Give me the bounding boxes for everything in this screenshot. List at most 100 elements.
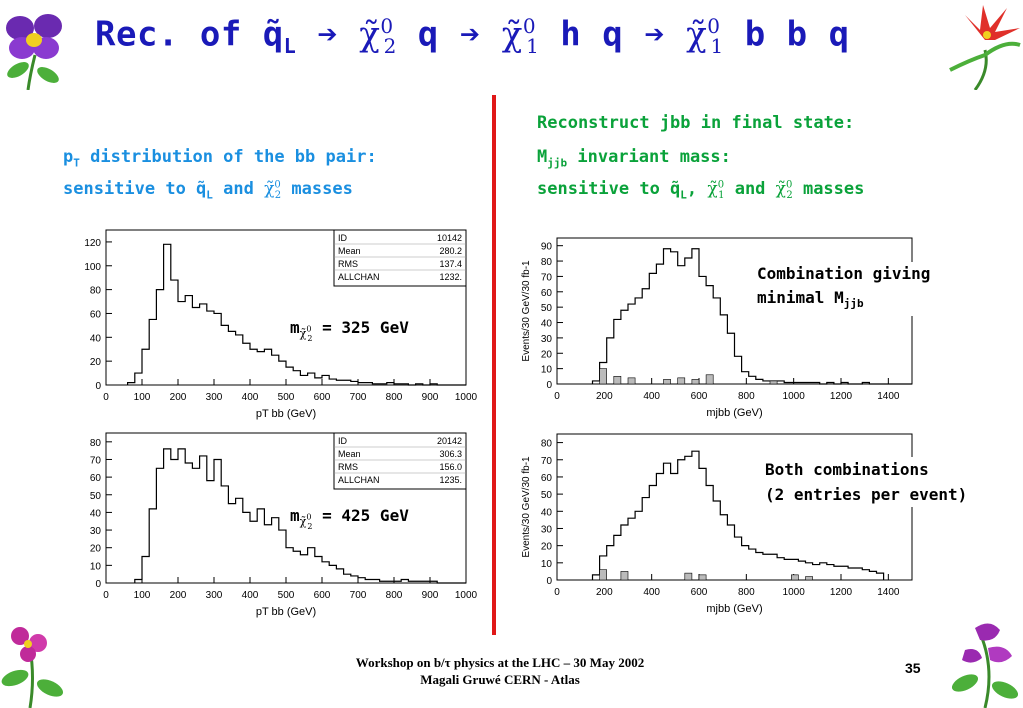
- x-tick-label: 100: [134, 590, 151, 601]
- background-bar: [599, 569, 607, 581]
- y-tick-label: 80: [90, 438, 102, 449]
- y-tick-label: 0: [95, 381, 101, 392]
- x-tick-label: 600: [314, 590, 331, 601]
- y-tick-label: 80: [541, 257, 553, 268]
- y-axis-label: Events/30 GeV/30 fb-1: [521, 456, 532, 558]
- x-tick-label: 1000: [783, 391, 806, 402]
- x-tick-label: 1400: [877, 587, 900, 598]
- y-tick-label: 20: [541, 542, 553, 553]
- y-tick-label: 10: [541, 365, 553, 376]
- stats-key: ALLCHAN: [338, 475, 380, 485]
- background-bar: [663, 379, 671, 385]
- y-tick-label: 120: [84, 238, 101, 249]
- chart-mjbb-minimal: 0 10 20 30 40 50 60 70 80 90 0 200 400 600 800 1000 1200…: [521, 237, 913, 419]
- y-tick-label: 40: [90, 333, 102, 344]
- x-tick-label: 800: [738, 391, 755, 402]
- y-tick-label: 60: [90, 473, 102, 484]
- histogram-series: [127, 243, 466, 386]
- left-caption-line1: pT distribution of the bb pair:: [63, 147, 377, 170]
- x-tick-label: 200: [170, 590, 187, 601]
- x-tick-label: 1200: [830, 587, 853, 598]
- x-tick-label: 700: [350, 392, 367, 403]
- y-tick-label: 50: [541, 490, 553, 501]
- y-tick-label: 40: [90, 508, 102, 519]
- y-tick-label: 100: [84, 262, 101, 273]
- x-axis-label: pT bb (GeV): [256, 408, 316, 420]
- stats-key: RMS: [338, 259, 358, 269]
- y-tick-label: 20: [90, 544, 102, 555]
- x-tick-label: 900: [422, 392, 439, 403]
- background-bar: [805, 576, 813, 581]
- y-tick-label: 10: [90, 561, 102, 572]
- x-axis-label: mjbb (GeV): [706, 603, 762, 615]
- stats-value: 10142: [437, 233, 462, 243]
- y-tick-label: 80: [90, 286, 102, 297]
- x-tick-label: 400: [643, 587, 660, 598]
- flower-top-left-icon: [6, 14, 62, 90]
- y-tick-label: 90: [541, 242, 553, 253]
- x-tick-label: 400: [242, 590, 259, 601]
- right-caption-line3: sensitive to q̃L, χ̃01 and χ̃02 masses: [537, 179, 865, 202]
- y-tick-label: 20: [541, 349, 553, 360]
- x-tick-label: 0: [554, 391, 560, 402]
- x-tick-label: 1400: [877, 391, 900, 402]
- stats-key: ID: [338, 436, 348, 446]
- y-tick-label: 0: [546, 576, 552, 587]
- y-tick-label: 30: [541, 524, 553, 535]
- x-tick-label: 300: [206, 392, 223, 403]
- x-tick-label: 400: [242, 392, 259, 403]
- flower-bottom-left-icon: [1, 627, 64, 708]
- stats-key: ALLCHAN: [338, 272, 380, 282]
- x-axis-label: pT bb (GeV): [256, 606, 316, 618]
- stats-value: 1235.: [439, 475, 462, 485]
- stats-box: [333, 432, 467, 490]
- y-tick-label: 50: [541, 303, 553, 314]
- x-tick-label: 300: [206, 590, 223, 601]
- flower-top-right-icon: [949, 5, 1021, 90]
- y-tick-label: 60: [541, 473, 553, 484]
- right-caption-line2: Mjjb invariant mass:: [537, 147, 731, 170]
- note-both-combinations: Both combinations (2 entries per event): [765, 457, 968, 507]
- x-tick-label: 0: [103, 392, 109, 403]
- y-tick-label: 40: [541, 507, 553, 518]
- x-tick-label: 800: [386, 590, 403, 601]
- background-bar: [769, 380, 778, 385]
- y-axis-label: Events/30 GeV/30 fb-1: [521, 260, 532, 362]
- stats-value: 280.2: [439, 246, 462, 256]
- x-tick-label: 200: [596, 587, 613, 598]
- stats-value: 137.4: [439, 259, 462, 269]
- x-tick-label: 800: [386, 392, 403, 403]
- y-tick-label: 70: [90, 455, 102, 466]
- x-tick-label: 400: [643, 391, 660, 402]
- stats-value: 1232.: [439, 272, 462, 282]
- background-bar: [677, 377, 686, 385]
- histogram-series: [591, 450, 885, 580]
- slide-title: Rec. of q̃L ➔ χ̃02 q ➔ χ̃01 h q ➔ χ̃01 b…: [95, 14, 850, 59]
- background-bar: [599, 368, 607, 385]
- x-tick-label: 1000: [783, 587, 806, 598]
- x-tick-label: 100: [134, 392, 151, 403]
- x-tick-label: 700: [350, 590, 367, 601]
- y-tick-label: 60: [541, 288, 553, 299]
- page-number: 35: [905, 660, 921, 676]
- mass-label-325: mχ̃02 = 325 GeV: [290, 318, 409, 343]
- x-tick-label: 900: [422, 590, 439, 601]
- background-bar: [620, 571, 629, 581]
- background-bar: [613, 376, 622, 385]
- background-bar: [790, 574, 799, 581]
- x-axis-label: mjbb (GeV): [706, 407, 762, 419]
- y-tick-label: 10: [541, 559, 553, 570]
- x-tick-label: 0: [554, 587, 560, 598]
- mass-label-425: mχ̃02 = 425 GeV: [290, 506, 409, 531]
- x-tick-label: 500: [278, 392, 295, 403]
- y-tick-label: 70: [541, 456, 553, 467]
- flower-bottom-right-icon: [951, 623, 1019, 708]
- background-bar: [691, 379, 700, 385]
- x-tick-label: 200: [596, 391, 613, 402]
- histogram-series: [591, 248, 912, 385]
- right-caption-line1: Reconstruct jbb in final state:: [537, 113, 855, 133]
- y-tick-label: 30: [90, 526, 102, 537]
- x-tick-label: 600: [691, 587, 708, 598]
